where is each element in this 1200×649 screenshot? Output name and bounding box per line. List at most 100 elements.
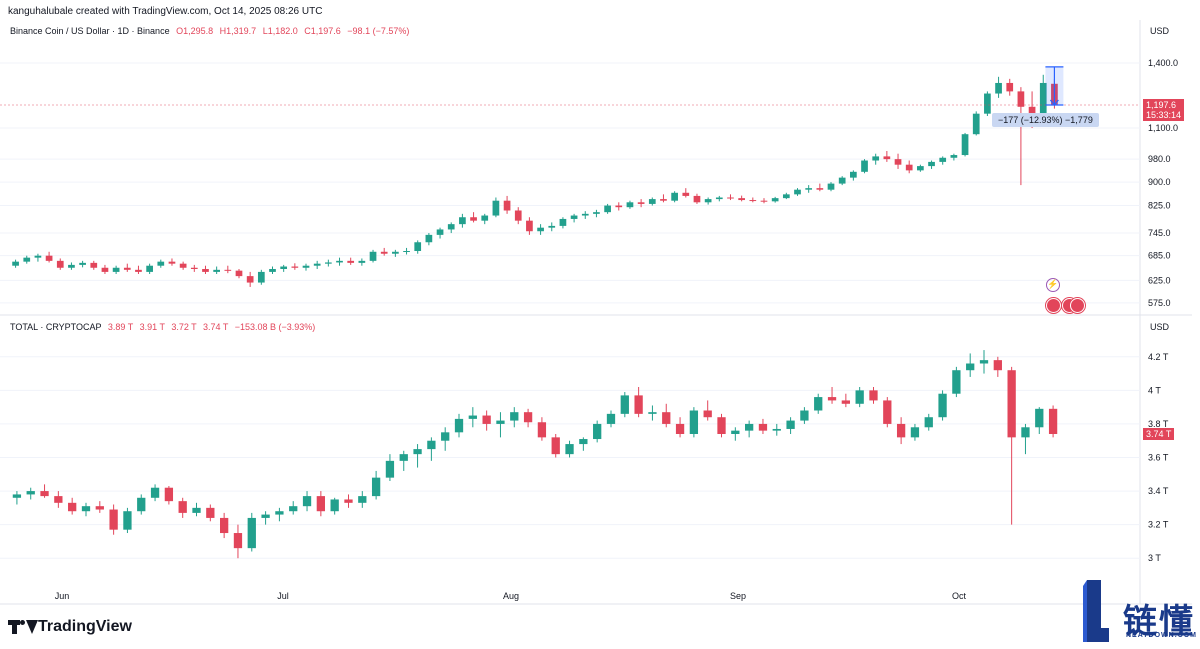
bnb-candle-body xyxy=(358,260,366,263)
total-candle-body xyxy=(371,477,381,497)
bnb-candle-body xyxy=(68,264,75,268)
total-candle-body xyxy=(1021,427,1030,438)
bnb-candles xyxy=(12,74,1058,287)
total-candle-body xyxy=(510,412,519,421)
bnb-candle-body xyxy=(1039,82,1047,114)
total-candle-body xyxy=(109,509,118,530)
bnb-grid xyxy=(0,62,1140,304)
total-candle-body xyxy=(454,418,464,433)
total-candle-body xyxy=(883,400,892,424)
total-candle-body xyxy=(81,506,91,512)
bnb-candle-body xyxy=(146,265,153,272)
total-candle-body xyxy=(593,423,602,440)
total-candle-body xyxy=(979,360,989,364)
bnb-candle-body xyxy=(157,261,165,266)
bnb-candle-body xyxy=(425,234,433,243)
total-candle-body xyxy=(12,494,22,498)
bnb-candle-body xyxy=(995,82,1002,94)
bnb-candle-body xyxy=(56,260,64,268)
bnb-candle-body xyxy=(257,271,265,283)
bnb-title: Binance Coin / US Dollar · 1D · Binance xyxy=(10,26,170,36)
bnb-candle-body xyxy=(782,194,790,199)
measure-label: −177 (−12.93%) −1,779 xyxy=(992,113,1099,127)
bnb-candle-body xyxy=(380,251,388,254)
total-candle-body xyxy=(344,499,353,503)
event-lightning-icon[interactable]: ⚡ xyxy=(1046,278,1060,292)
bnb-candle-body xyxy=(850,171,857,178)
bnb-candle-body xyxy=(1028,106,1036,114)
bnb-candle-body xyxy=(827,183,835,190)
total-change: −153.08 B (−3.93%) xyxy=(234,322,316,332)
x-axis: Jun Jul Aug Sep Oct xyxy=(55,591,967,601)
bnb-candle-body xyxy=(492,200,500,216)
total-candle-body xyxy=(316,496,325,512)
bnb-candle-body xyxy=(79,262,86,265)
bnb-candle-body xyxy=(760,200,768,202)
total-candle-body xyxy=(68,502,77,512)
total-candle-body xyxy=(1048,408,1058,434)
bnb-candle-body xyxy=(514,210,522,221)
bnb-candle-body xyxy=(403,251,410,253)
total-candle-body xyxy=(910,427,920,438)
bnb-candle-body xyxy=(805,188,813,190)
total-title: TOTAL · CRYPTOCAP xyxy=(10,322,102,332)
total-candle-body xyxy=(758,423,768,431)
bnb-y-tick-label: 1,400.0 xyxy=(1148,58,1178,68)
total-candle-body xyxy=(896,423,906,438)
total-candle-body xyxy=(786,420,795,429)
bnb-y-tick-label: 685.0 xyxy=(1148,251,1171,261)
total-candle-body xyxy=(358,496,367,503)
total-candle-body xyxy=(717,417,726,434)
chart-header: kanguhalubale created with TradingView.c… xyxy=(8,6,323,17)
bnb-candle-body xyxy=(950,155,958,158)
us-flag-event-icon[interactable] xyxy=(1070,298,1085,313)
x-tick-label: Sep xyxy=(730,591,746,601)
neatdown-l-icon xyxy=(1083,580,1109,642)
total-candle-body xyxy=(302,496,312,507)
total-high: 3.91 T xyxy=(139,322,165,332)
bnb-candle-body xyxy=(838,177,846,184)
total-candle-body xyxy=(731,430,740,434)
total-candle-body xyxy=(178,501,187,513)
total-candle-body xyxy=(137,497,146,512)
bnb-candle-body xyxy=(246,276,254,283)
bnb-candle-body xyxy=(861,160,868,172)
bnb-candle-body xyxy=(671,192,678,201)
bnb-candle-body xyxy=(693,195,701,203)
total-candle-body xyxy=(330,499,339,512)
bnb-candle-body xyxy=(325,262,332,264)
bnb-currency: USD xyxy=(1150,26,1170,36)
bnb-last-price-tag: 1,197.6 15:33:14 xyxy=(1143,98,1185,121)
bnb-countdown: 15:33:14 xyxy=(1146,109,1182,120)
bnb-candle-body xyxy=(12,261,19,266)
total-candle-body xyxy=(855,390,864,404)
total-candles xyxy=(12,350,1058,559)
bnb-y-tick-label: 575.0 xyxy=(1148,298,1171,308)
bnb-candle-body xyxy=(436,229,444,235)
total-candle-body xyxy=(634,395,643,414)
bnb-candle-body xyxy=(313,263,321,266)
bnb-candle-body xyxy=(135,269,142,272)
total-candle-body xyxy=(952,370,961,394)
total-candle-body xyxy=(606,413,616,424)
bnb-candle-body xyxy=(626,202,634,208)
bnb-candle-body xyxy=(1006,82,1014,92)
total-candle-body xyxy=(689,410,699,434)
bnb-candle-body xyxy=(984,93,991,114)
total-candle-body xyxy=(247,517,256,549)
total-legend: TOTAL · CRYPTOCAP 3.89 T 3.91 T 3.72 T 3… xyxy=(10,322,315,332)
total-candle-body xyxy=(745,423,754,431)
us-flag-event-icon[interactable] xyxy=(1046,298,1061,313)
bnb-candle-body xyxy=(45,255,53,261)
total-candle-body xyxy=(206,507,215,518)
total-candle-body xyxy=(662,412,671,424)
total-candle-body xyxy=(993,360,1002,371)
total-candle-body xyxy=(427,440,436,450)
bnb-candle-body xyxy=(503,200,511,211)
bnb-candle-body xyxy=(123,267,131,270)
bnb-candle-body xyxy=(224,269,232,271)
bnb-candle-body xyxy=(369,251,377,261)
bnb-candle-body xyxy=(112,267,120,272)
bnb-candle-body xyxy=(459,217,466,225)
